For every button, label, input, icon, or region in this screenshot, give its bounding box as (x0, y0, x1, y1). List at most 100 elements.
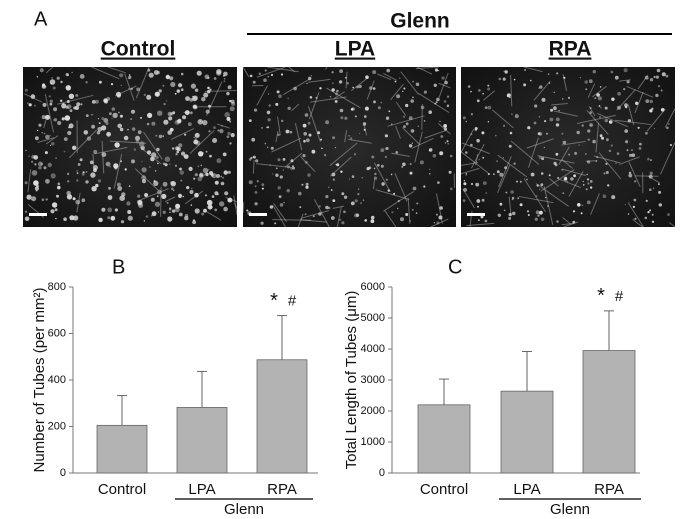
cell (318, 212, 322, 216)
cell (502, 157, 504, 159)
cell (91, 124, 95, 129)
cell (393, 192, 396, 195)
tube (24, 93, 43, 103)
cell (71, 71, 73, 74)
cell (615, 162, 617, 164)
y-axis-label: Number of Tubes (per mm²) (31, 287, 48, 472)
cell (137, 194, 141, 198)
cell (526, 210, 530, 213)
cell (462, 116, 466, 120)
cell (332, 178, 335, 181)
cell (653, 128, 656, 130)
cell (44, 151, 48, 155)
cell (562, 192, 565, 195)
cell (51, 142, 55, 146)
cell (255, 159, 259, 163)
cell (405, 213, 409, 216)
cell (36, 129, 39, 132)
cell (170, 181, 176, 187)
tube (668, 222, 676, 228)
cell (511, 211, 516, 216)
cell (180, 72, 184, 76)
cell (227, 85, 232, 90)
cell (35, 136, 39, 141)
cell (206, 199, 213, 206)
tube (284, 152, 303, 168)
tube (114, 85, 137, 97)
cell (524, 69, 527, 71)
cell (275, 102, 279, 106)
cell (402, 162, 406, 167)
cell (49, 134, 51, 137)
cell (214, 180, 219, 185)
cell (55, 217, 57, 220)
cell (402, 90, 404, 93)
cell (627, 119, 632, 123)
cell (348, 135, 350, 137)
cell (127, 128, 129, 131)
cell (169, 76, 174, 81)
cell (602, 194, 607, 198)
x-tick-label: RPA (267, 481, 297, 498)
cell (446, 140, 449, 143)
micrograph (243, 67, 456, 227)
cell (193, 177, 196, 180)
cell (275, 173, 279, 177)
cell (498, 77, 502, 81)
cell (503, 124, 506, 127)
cell (200, 164, 203, 167)
cell (384, 147, 388, 150)
cell (324, 154, 327, 157)
cell (626, 80, 630, 84)
cell (586, 200, 591, 205)
cell (130, 87, 133, 90)
bar (582, 350, 636, 474)
cell (325, 195, 329, 199)
cell (53, 119, 55, 121)
tube (460, 167, 480, 175)
cell (35, 189, 38, 192)
cell (73, 106, 77, 110)
cell (446, 95, 450, 98)
cell (141, 160, 143, 163)
cell (506, 93, 511, 98)
cell (587, 182, 590, 185)
cell (157, 189, 162, 195)
tube (256, 66, 286, 78)
cell (409, 171, 413, 175)
cell (633, 198, 637, 202)
cell (600, 107, 602, 109)
tube (460, 128, 475, 153)
tube (366, 80, 375, 100)
cell (370, 219, 375, 224)
cell (388, 110, 391, 113)
tube (585, 160, 598, 162)
cell (226, 117, 231, 121)
cell (419, 160, 424, 165)
cell (487, 84, 490, 87)
cell (402, 115, 406, 118)
significance-mark: * (597, 285, 605, 307)
tube (632, 218, 643, 228)
tube (543, 185, 554, 225)
cell (555, 152, 559, 156)
cell (435, 101, 438, 104)
cell (224, 112, 230, 118)
cell (264, 142, 267, 145)
cell (158, 134, 163, 139)
cell (428, 168, 431, 171)
cell (537, 214, 540, 217)
cell (85, 171, 88, 173)
cell (305, 182, 309, 186)
tube (69, 129, 97, 159)
cell (101, 125, 107, 131)
cell (351, 107, 355, 111)
cell (410, 99, 415, 103)
cell (194, 173, 198, 177)
cell (556, 72, 559, 75)
cell (176, 150, 179, 154)
tube (619, 79, 631, 82)
cell (350, 108, 354, 111)
cell (589, 111, 592, 114)
cell (97, 179, 102, 183)
